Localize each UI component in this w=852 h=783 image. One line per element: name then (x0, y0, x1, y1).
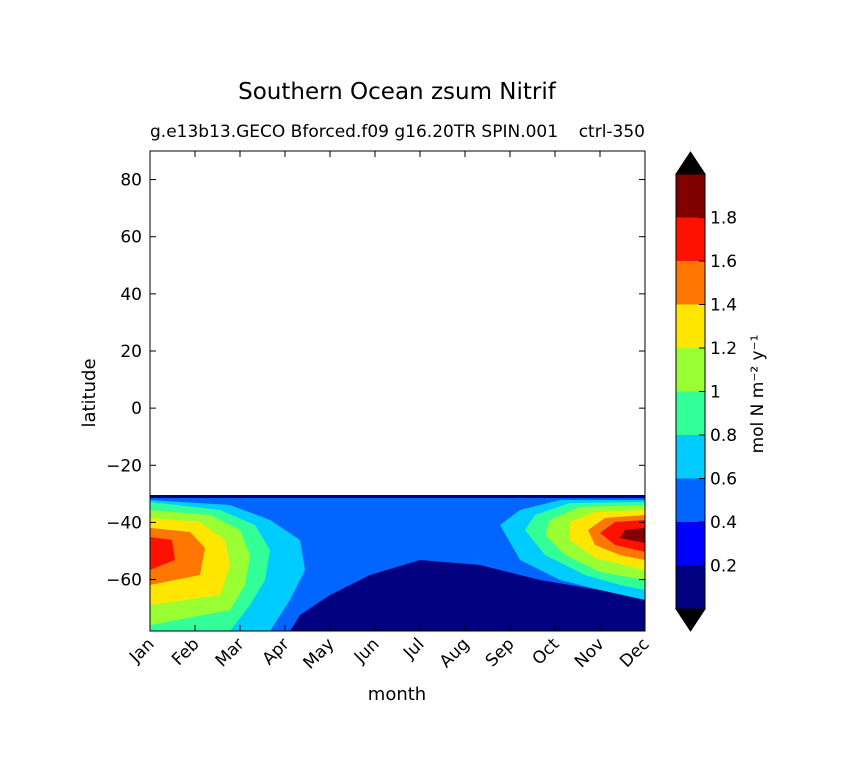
y-tick-label: −60 (106, 571, 142, 591)
chart-subtitle-left: g.e13b13.GECO Bforced.f09 g16.20TR SPIN.… (150, 122, 558, 142)
x-tick-label: Dec (616, 634, 653, 671)
x-tick-label: Oct (529, 634, 564, 669)
y-tick-label: 20 (120, 342, 142, 362)
colorbar-band (676, 304, 705, 348)
contour-level-0.6-0.8 (150, 500, 645, 631)
x-tick-label: May (300, 634, 339, 673)
contour-boundary-band (150, 495, 645, 498)
plot-frame (149, 150, 646, 632)
x-tick-label: Feb (168, 634, 203, 669)
colorbar-tick-label: 1.6 (710, 252, 737, 272)
colorbar-band (676, 565, 705, 609)
colorbar-band (676, 435, 705, 479)
chart-title: Southern Ocean zsum Nitrif (238, 79, 557, 105)
y-tick-label: 0 (131, 399, 142, 419)
colorbar-band (676, 478, 705, 522)
x-tick-label: Jul (399, 634, 428, 663)
colorbar-tick-label: 0.8 (710, 426, 737, 446)
contour-level-0-0.2 (290, 560, 645, 631)
y-tick-label: 60 (120, 228, 142, 248)
colorbar-band (676, 261, 705, 305)
colorbar-extend-bottom (675, 608, 706, 632)
x-tick-label: Sep (482, 634, 519, 671)
chart-subtitle-right: ctrl-350 (579, 122, 645, 142)
colorbar-tick-label: 1.2 (710, 339, 737, 359)
contour-fill (150, 495, 645, 631)
colorbar-band (676, 522, 705, 566)
colorbar-tick-label: 0.2 (710, 557, 737, 577)
y-axis: 80 60 40 20 0 −20 −40 −60 (106, 171, 645, 591)
colorbar-tick-label: 1.8 (710, 209, 737, 229)
colorbar-extend-top (675, 151, 706, 175)
y-tick-label: 80 (120, 171, 142, 191)
x-tick-label: Jan (125, 634, 158, 667)
colorbar-band (676, 391, 705, 435)
y-tick-label: 40 (120, 285, 142, 305)
x-tick-label: Nov (571, 634, 609, 672)
colorbar-band (676, 348, 705, 392)
x-tick-label: Aug (436, 634, 474, 672)
y-axis-label: latitude (79, 358, 100, 427)
y-tick-label: −40 (106, 513, 142, 533)
y-tick-label: −20 (106, 456, 142, 476)
x-tick-label: Jun (350, 634, 384, 668)
x-tick-label: Mar (212, 634, 249, 671)
colorbar: 0.2 0.4 0.6 0.8 1 1.2 1.4 1.6 1.8 (675, 151, 737, 632)
colorbar-tick-label: 1 (710, 383, 721, 403)
contour-level-1.2-1.4 (150, 510, 645, 605)
x-tick-label: Apr (259, 634, 294, 669)
plot-area: 80 60 40 20 0 −20 −40 −60 Jan Feb Mar Apr May Jun Jul… (106, 150, 654, 673)
x-axis-label: month (368, 684, 426, 705)
contour-level-1.8-2 (620, 528, 645, 543)
colorbar-band (676, 174, 705, 218)
colorbar-band (676, 217, 705, 261)
colorbar-tick-label: 0.6 (710, 470, 737, 490)
colorbar-tick-label: 1.4 (710, 296, 737, 316)
colorbar-label: mol N m⁻² y⁻¹ (748, 335, 768, 454)
colorbar-tick-label: 0.4 (710, 513, 737, 533)
